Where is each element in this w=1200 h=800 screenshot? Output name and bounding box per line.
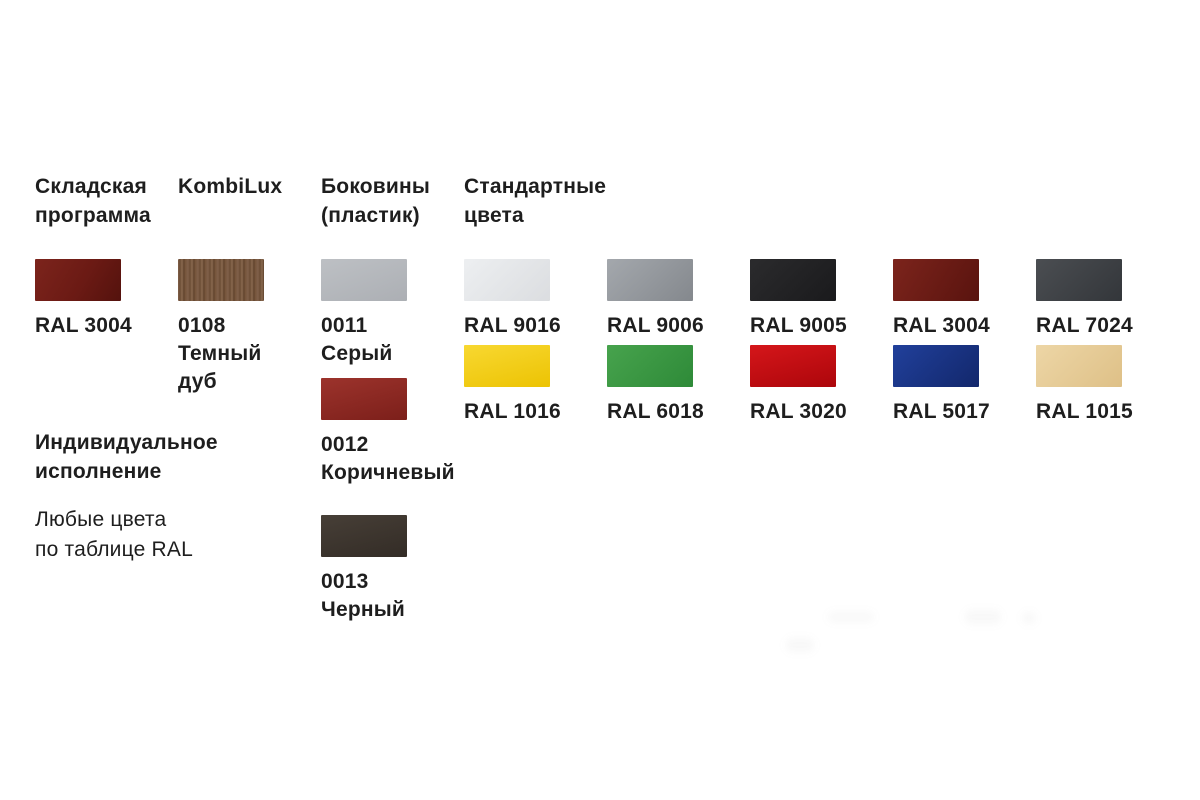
swatch-label: RAL 3004 <box>893 314 990 337</box>
standard-colors-heading: Стандартные цвета <box>464 175 607 227</box>
swatch-label: RAL 9005 <box>750 314 847 337</box>
watermark-smudge <box>828 612 874 622</box>
swatch-label: RAL 5017 <box>893 400 990 423</box>
swatch-label: RAL 1016 <box>464 400 561 423</box>
stock-program-heading: Складская программа <box>35 175 151 227</box>
custom-execution-heading: Индивидуальное исполнение <box>35 431 218 483</box>
swatch-label: RAL 1015 <box>1036 400 1133 423</box>
color-swatch-0012-brown <box>321 378 407 420</box>
swatch-label: 0013 Черный <box>321 570 405 621</box>
color-swatch-ral-6018 <box>607 345 693 387</box>
swatch-label: 0011 Серый <box>321 314 393 365</box>
color-swatch-ral-3004 <box>893 259 979 301</box>
color-swatch-0013-black <box>321 515 407 557</box>
color-swatch-ral-9016 <box>464 259 550 301</box>
watermark-smudge <box>1022 612 1036 624</box>
color-swatch-ral-9005 <box>750 259 836 301</box>
color-swatch-ral-1015 <box>1036 345 1122 387</box>
swatch-label: RAL 3004 <box>35 314 132 337</box>
swatch-label: 0012 Коричневый <box>321 433 455 484</box>
swatch-label: RAL 9016 <box>464 314 561 337</box>
color-swatch-ral-1016 <box>464 345 550 387</box>
color-swatch-ral-9006 <box>607 259 693 301</box>
color-swatch-0011-grey <box>321 259 407 301</box>
color-swatch-ral-3020 <box>750 345 836 387</box>
swatch-label: RAL 6018 <box>607 400 704 423</box>
swatch-label: RAL 9006 <box>607 314 704 337</box>
watermark-smudge <box>786 638 814 652</box>
kombilux-heading: KombiLux <box>178 175 283 198</box>
color-swatch-ral-3004-stock <box>35 259 121 301</box>
sides-plastic-heading: Боковины (пластик) <box>321 175 431 227</box>
swatch-label: RAL 3020 <box>750 400 847 423</box>
color-swatch-ral-7024 <box>1036 259 1122 301</box>
swatch-label: 0108 Темный дуб <box>178 314 262 393</box>
color-swatch-ral-5017 <box>893 345 979 387</box>
custom-execution-note: Любые цвета по таблице RAL <box>35 508 193 561</box>
watermark-smudge <box>965 610 1001 624</box>
swatch-label: RAL 7024 <box>1036 314 1133 337</box>
color-swatch-0108-dark-oak <box>178 259 264 301</box>
